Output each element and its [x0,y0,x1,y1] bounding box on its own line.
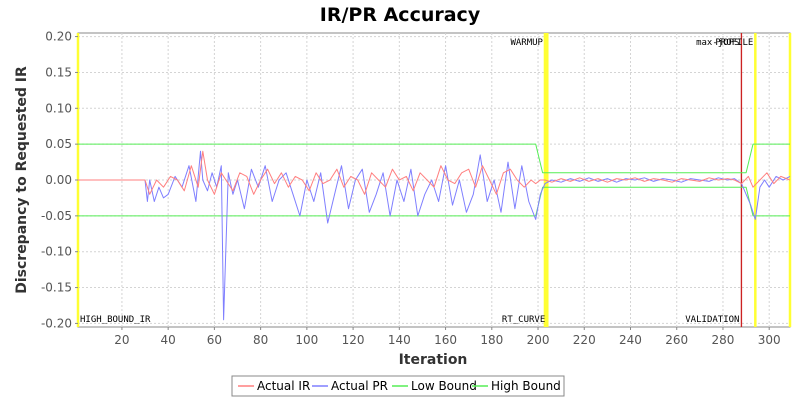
x-tick-label: 200 [527,333,550,347]
x-tick-label: 120 [342,333,365,347]
legend-label: Low Bound [411,379,477,393]
legend-label: Actual IR [257,379,310,393]
y-tick-label: -0.20 [41,316,72,330]
x-tick-label: 260 [665,333,688,347]
y-tick-label: -0.15 [41,281,72,295]
marker-label: PROFILE [715,38,753,48]
marker-label: max-jOPS [696,38,739,48]
marker-labels: HIGH_BOUND_IR WARMUP RT_CURVE max-jOPS VALID… [80,38,753,325]
marker-label: VALIDATION [685,315,739,325]
x-tick-label: 240 [619,333,642,347]
y-tick-label: 0.00 [45,173,72,187]
x-tick-label: 20 [114,333,129,347]
y-tick-label: 0.15 [45,65,72,79]
y-tick-label: 0.20 [45,30,72,44]
legend: Actual IR Actual PR Low Bound High Bound [231,375,565,397]
series-line-high-bound [78,143,790,174]
x-tick-label: 140 [388,333,411,347]
x-tick-label: 40 [161,333,176,347]
chart-title: IR/PR Accuracy [320,4,481,26]
x-tick-label: 80 [253,333,268,347]
y-tick-label: 0.05 [45,137,72,151]
x-tick-label: 100 [295,333,318,347]
x-axis-label: Iteration [399,352,468,368]
series-line-low-bound [78,186,790,217]
x-tick-label: 220 [573,333,596,347]
x-tick-label: 160 [434,333,457,347]
y-tick-label: -0.05 [41,209,72,223]
marker-label: HIGH_BOUND_IR [80,315,151,325]
legend-label: High Bound [491,379,561,393]
x-tick-label: 180 [480,333,503,347]
legend-label: Actual PR [331,379,388,393]
x-tick-label: 60 [207,333,222,347]
y-tick-label: 0.10 [45,101,72,115]
x-tick-label: 280 [712,333,735,347]
y-axis-label: Discrepancy to Requested IR [14,66,30,294]
x-tick-label: 300 [758,333,781,347]
marker-label: WARMUP [510,38,543,48]
series-line-actual-ir [78,150,791,195]
y-tick-label: -0.10 [41,245,72,259]
y-axis-ticks: 0.20 0.15 0.10 0.05 0.00 -0.05 -0.10 -0.15 -0.20 [41,30,78,330]
series-lines [78,143,791,321]
x-axis-ticks: 20 40 60 80 100 120 140 160 180 200 220 240 260 280 30… [114,327,781,347]
marker-label: RT_CURVE [502,315,545,325]
